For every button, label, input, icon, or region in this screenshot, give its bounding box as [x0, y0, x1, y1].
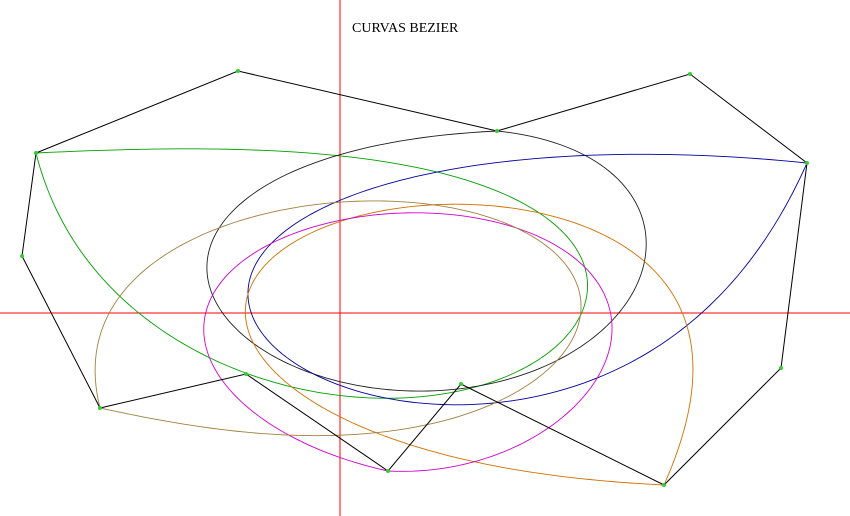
bezier-curve — [244, 203, 694, 486]
bezier-curves — [35, 130, 808, 486]
control-point — [34, 151, 38, 155]
control-point — [495, 129, 499, 133]
control-point — [459, 382, 463, 386]
control-point — [20, 254, 24, 258]
bezier-curve — [35, 148, 588, 399]
control-points — [20, 69, 809, 487]
control-point — [98, 406, 102, 410]
bezier-curve — [94, 200, 582, 437]
bezier-curve — [203, 212, 613, 472]
control-point — [244, 372, 248, 376]
control-point — [779, 366, 783, 370]
control-point — [236, 69, 240, 73]
control-point — [688, 72, 692, 76]
bezier-curve — [247, 153, 808, 406]
bezier-curve — [206, 130, 647, 392]
control-point — [386, 469, 390, 473]
diagram-title: CURVAS BEZIER — [352, 21, 459, 36]
control-point — [805, 161, 809, 165]
control-point — [662, 483, 666, 487]
